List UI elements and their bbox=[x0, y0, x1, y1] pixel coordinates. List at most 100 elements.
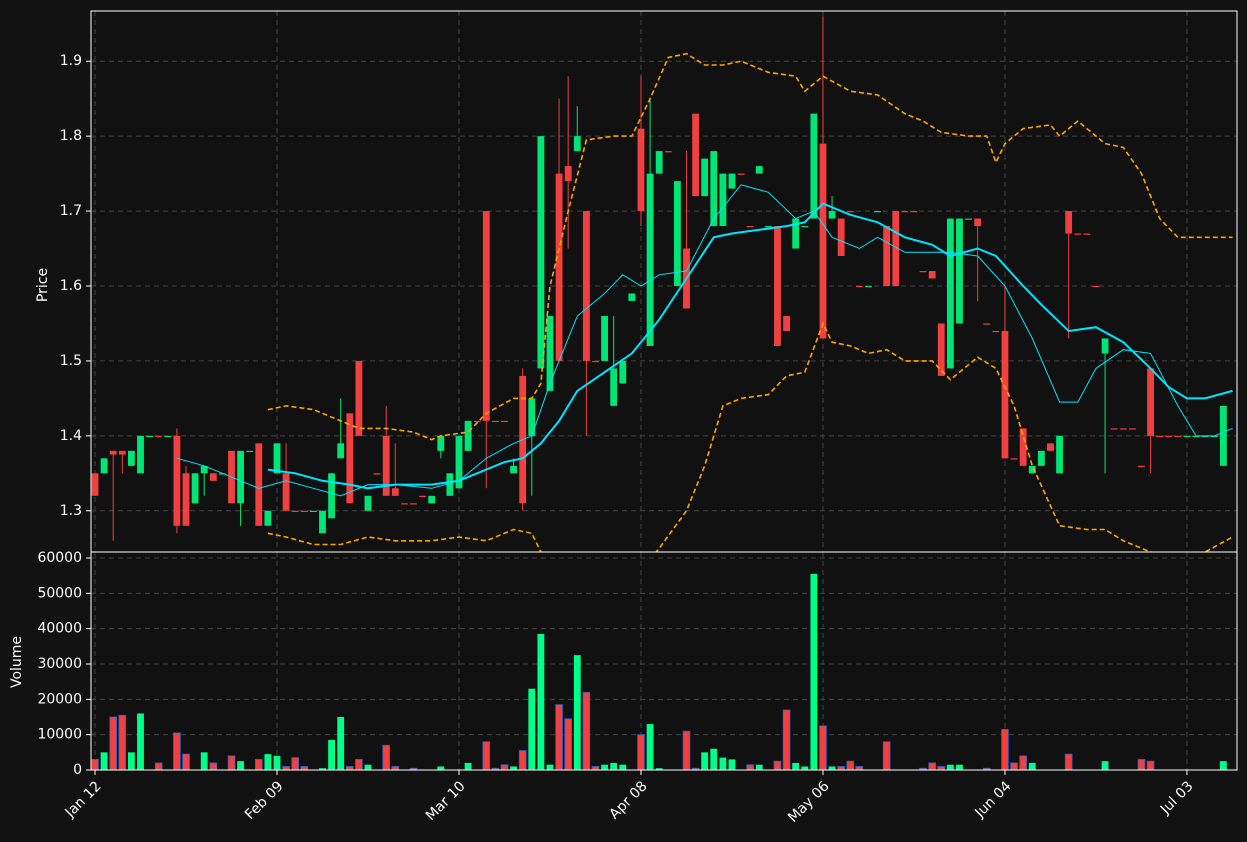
overlay-line bbox=[176, 184, 1233, 497]
candle-body bbox=[355, 360, 363, 436]
candle-body bbox=[364, 495, 372, 511]
candle-body bbox=[710, 151, 718, 227]
y-axis-label: Volume bbox=[9, 636, 25, 688]
candle-body bbox=[592, 360, 599, 363]
volume-bar bbox=[710, 748, 718, 770]
candle-body bbox=[100, 458, 108, 474]
candle-body bbox=[819, 143, 827, 339]
volume-bar bbox=[728, 759, 736, 770]
overlay-lines bbox=[176, 52, 1233, 552]
volume-bar bbox=[1010, 762, 1018, 771]
candle-body bbox=[746, 226, 754, 228]
volume-bar bbox=[154, 762, 163, 771]
y-tick-label: 30000 bbox=[37, 656, 82, 672]
y-tick-label: 60000 bbox=[37, 550, 82, 566]
candle-body bbox=[546, 315, 554, 391]
candle-body bbox=[91, 473, 99, 496]
candle-body bbox=[974, 218, 982, 227]
candle-body bbox=[373, 473, 381, 475]
volume-bar bbox=[273, 755, 281, 770]
candle-body bbox=[1056, 435, 1063, 474]
candle-body bbox=[956, 218, 963, 324]
volume-bar bbox=[464, 762, 472, 770]
volume-bar bbox=[1019, 755, 1027, 771]
candle-body bbox=[865, 285, 872, 288]
volume-bar bbox=[946, 764, 954, 770]
candle-body bbox=[137, 435, 144, 474]
y-tick-label: 40000 bbox=[37, 621, 82, 637]
volume-bar bbox=[591, 766, 600, 771]
volume-bar bbox=[546, 764, 554, 770]
candle-body bbox=[1092, 285, 1100, 288]
candle-body bbox=[601, 315, 608, 361]
overlay-line bbox=[267, 52, 1233, 441]
candle-body bbox=[473, 420, 481, 423]
volume-bar bbox=[555, 704, 563, 771]
candle-body bbox=[755, 166, 763, 174]
candle-body bbox=[455, 435, 463, 489]
candle-body bbox=[564, 166, 572, 182]
volume-bar bbox=[619, 764, 627, 770]
candle-body bbox=[783, 315, 790, 331]
candle-body bbox=[528, 398, 536, 436]
volume-bar bbox=[837, 766, 845, 771]
volume-bar bbox=[337, 717, 345, 770]
candle-body bbox=[337, 443, 345, 459]
volume-bar bbox=[227, 755, 236, 771]
volume-bar bbox=[127, 752, 135, 770]
candle-body bbox=[992, 330, 1000, 333]
candle-body bbox=[346, 413, 354, 504]
candle-body bbox=[1110, 428, 1118, 430]
y-tick-label: 1.8 bbox=[60, 128, 82, 144]
candle-body bbox=[846, 211, 854, 213]
volume-bar bbox=[254, 759, 263, 771]
candle-body bbox=[1037, 450, 1045, 466]
candle-body bbox=[1192, 435, 1200, 438]
price-panel bbox=[91, 11, 1237, 552]
candle-body bbox=[555, 173, 563, 361]
candle-body bbox=[1219, 405, 1227, 466]
y-tick-label: 10000 bbox=[37, 727, 82, 743]
candle-body bbox=[1074, 233, 1082, 235]
candle-body bbox=[419, 495, 427, 498]
volume-bar bbox=[500, 764, 509, 771]
candle-body bbox=[410, 503, 417, 505]
candle-body bbox=[382, 435, 390, 496]
candle-body bbox=[928, 271, 936, 279]
volume-bar bbox=[100, 752, 108, 770]
volume-bar bbox=[137, 713, 144, 770]
candle-body bbox=[728, 173, 736, 189]
volume-bar bbox=[828, 766, 836, 770]
candle-body bbox=[1174, 435, 1182, 438]
volume-bar bbox=[655, 768, 663, 770]
volume-bar bbox=[1219, 761, 1227, 770]
volume-bar bbox=[364, 764, 372, 770]
candle-body bbox=[1210, 435, 1218, 438]
candle-body bbox=[646, 173, 654, 346]
candle-body bbox=[1119, 428, 1127, 430]
candle-body bbox=[400, 503, 408, 505]
volume-bar bbox=[782, 709, 791, 771]
volume-bar bbox=[956, 764, 963, 770]
volume-bar bbox=[182, 753, 190, 771]
overlay-line bbox=[267, 202, 1233, 490]
volume-bar bbox=[1137, 759, 1146, 771]
volume-bar bbox=[200, 752, 208, 770]
volume-bar bbox=[1028, 762, 1036, 770]
candle-body bbox=[319, 510, 326, 534]
candle-body bbox=[446, 473, 454, 496]
y-tick-label: 0 bbox=[73, 762, 82, 778]
candle-body bbox=[182, 473, 190, 526]
y-axis-label: Price bbox=[35, 268, 51, 302]
volume-bar bbox=[264, 754, 272, 770]
volume-bar bbox=[319, 768, 326, 770]
volume-bar bbox=[118, 714, 127, 771]
candle-body bbox=[892, 211, 900, 286]
candle-body bbox=[127, 450, 135, 466]
y-tick-label: 1.5 bbox=[60, 353, 82, 369]
candle-body bbox=[1010, 458, 1018, 460]
candle-body bbox=[1065, 211, 1073, 234]
candle-body bbox=[428, 495, 436, 504]
volume-bar bbox=[482, 741, 491, 771]
